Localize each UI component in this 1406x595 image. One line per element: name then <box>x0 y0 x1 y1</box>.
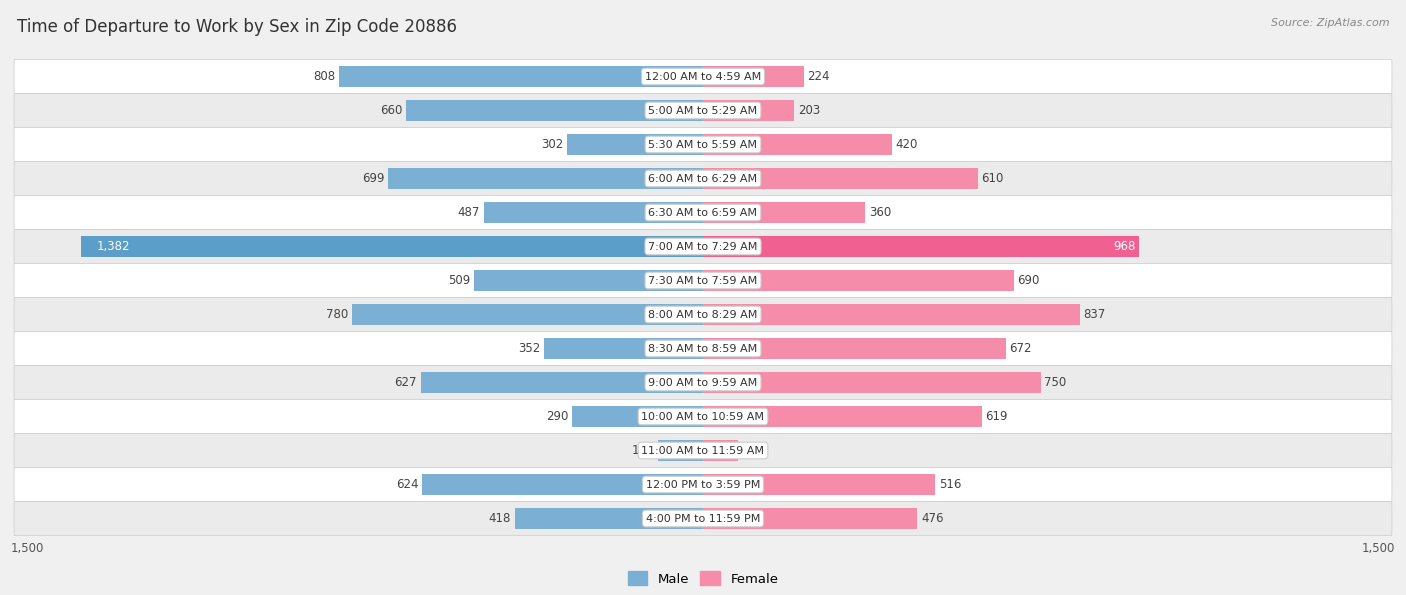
FancyBboxPatch shape <box>14 127 1392 161</box>
Bar <box>80 236 703 257</box>
Text: 627: 627 <box>395 376 418 389</box>
Text: 7:30 AM to 7:59 AM: 7:30 AM to 7:59 AM <box>648 275 758 286</box>
Bar <box>703 304 1080 325</box>
Text: 516: 516 <box>939 478 962 491</box>
FancyBboxPatch shape <box>14 196 1392 230</box>
Bar <box>703 440 738 461</box>
FancyBboxPatch shape <box>14 468 1392 502</box>
Bar <box>474 270 703 291</box>
Bar <box>703 338 1005 359</box>
Text: 780: 780 <box>326 308 349 321</box>
Text: 610: 610 <box>981 172 1004 185</box>
FancyBboxPatch shape <box>14 365 1392 399</box>
Text: 12:00 PM to 3:59 PM: 12:00 PM to 3:59 PM <box>645 480 761 490</box>
Text: 487: 487 <box>458 206 479 219</box>
Text: 9:00 AM to 9:59 AM: 9:00 AM to 9:59 AM <box>648 377 758 387</box>
Text: 968: 968 <box>1114 240 1135 253</box>
Bar <box>406 100 703 121</box>
FancyBboxPatch shape <box>14 161 1392 196</box>
Text: 360: 360 <box>869 206 891 219</box>
Text: 660: 660 <box>380 104 402 117</box>
Text: 352: 352 <box>519 342 541 355</box>
FancyBboxPatch shape <box>14 331 1392 365</box>
FancyBboxPatch shape <box>14 93 1392 127</box>
Text: 750: 750 <box>1045 376 1067 389</box>
Legend: Male, Female: Male, Female <box>623 566 783 591</box>
Text: 837: 837 <box>1084 308 1105 321</box>
Text: 12:00 AM to 4:59 AM: 12:00 AM to 4:59 AM <box>645 71 761 82</box>
Bar <box>703 100 794 121</box>
Bar <box>703 134 893 155</box>
Text: 7:00 AM to 7:29 AM: 7:00 AM to 7:29 AM <box>648 242 758 252</box>
Bar <box>339 66 703 87</box>
Text: 10:00 AM to 10:59 AM: 10:00 AM to 10:59 AM <box>641 412 765 421</box>
Text: 619: 619 <box>986 410 1008 423</box>
Text: 509: 509 <box>449 274 470 287</box>
FancyBboxPatch shape <box>14 502 1392 536</box>
Text: 1,382: 1,382 <box>97 240 129 253</box>
Text: 5:30 AM to 5:59 AM: 5:30 AM to 5:59 AM <box>648 139 758 149</box>
Bar <box>567 134 703 155</box>
Bar <box>703 406 981 427</box>
Text: 6:30 AM to 6:59 AM: 6:30 AM to 6:59 AM <box>648 208 758 218</box>
Bar <box>658 440 703 461</box>
Text: 203: 203 <box>799 104 820 117</box>
Bar <box>703 66 804 87</box>
Bar <box>388 168 703 189</box>
Bar <box>544 338 703 359</box>
Text: 624: 624 <box>396 478 419 491</box>
FancyBboxPatch shape <box>14 298 1392 331</box>
FancyBboxPatch shape <box>14 399 1392 434</box>
Text: 100: 100 <box>633 444 654 457</box>
Bar <box>703 508 917 529</box>
Text: 6:00 AM to 6:29 AM: 6:00 AM to 6:29 AM <box>648 174 758 183</box>
Text: 224: 224 <box>807 70 830 83</box>
Text: 476: 476 <box>921 512 943 525</box>
Text: 4:00 PM to 11:59 PM: 4:00 PM to 11:59 PM <box>645 513 761 524</box>
Bar <box>703 474 935 495</box>
Bar <box>703 168 977 189</box>
Text: 8:00 AM to 8:29 AM: 8:00 AM to 8:29 AM <box>648 309 758 320</box>
Text: 5:00 AM to 5:29 AM: 5:00 AM to 5:29 AM <box>648 105 758 115</box>
Bar <box>703 270 1014 291</box>
Text: Source: ZipAtlas.com: Source: ZipAtlas.com <box>1271 18 1389 28</box>
Bar <box>515 508 703 529</box>
Text: 8:30 AM to 8:59 AM: 8:30 AM to 8:59 AM <box>648 343 758 353</box>
FancyBboxPatch shape <box>14 230 1392 264</box>
FancyBboxPatch shape <box>14 60 1392 93</box>
Text: 672: 672 <box>1010 342 1032 355</box>
Text: 808: 808 <box>314 70 336 83</box>
Text: 302: 302 <box>541 138 564 151</box>
Bar <box>703 202 865 223</box>
Text: 699: 699 <box>363 172 385 185</box>
Text: Time of Departure to Work by Sex in Zip Code 20886: Time of Departure to Work by Sex in Zip … <box>17 18 457 36</box>
FancyBboxPatch shape <box>14 264 1392 298</box>
Text: 690: 690 <box>1018 274 1039 287</box>
Bar <box>422 474 703 495</box>
Bar <box>352 304 703 325</box>
Bar <box>572 406 703 427</box>
Text: 420: 420 <box>896 138 918 151</box>
Text: 418: 418 <box>489 512 512 525</box>
Text: 11:00 AM to 11:59 AM: 11:00 AM to 11:59 AM <box>641 446 765 456</box>
Text: 290: 290 <box>547 410 569 423</box>
Bar <box>420 372 703 393</box>
Bar <box>484 202 703 223</box>
Bar <box>703 372 1040 393</box>
FancyBboxPatch shape <box>14 434 1392 468</box>
Bar <box>703 236 1139 257</box>
Text: 77: 77 <box>741 444 756 457</box>
